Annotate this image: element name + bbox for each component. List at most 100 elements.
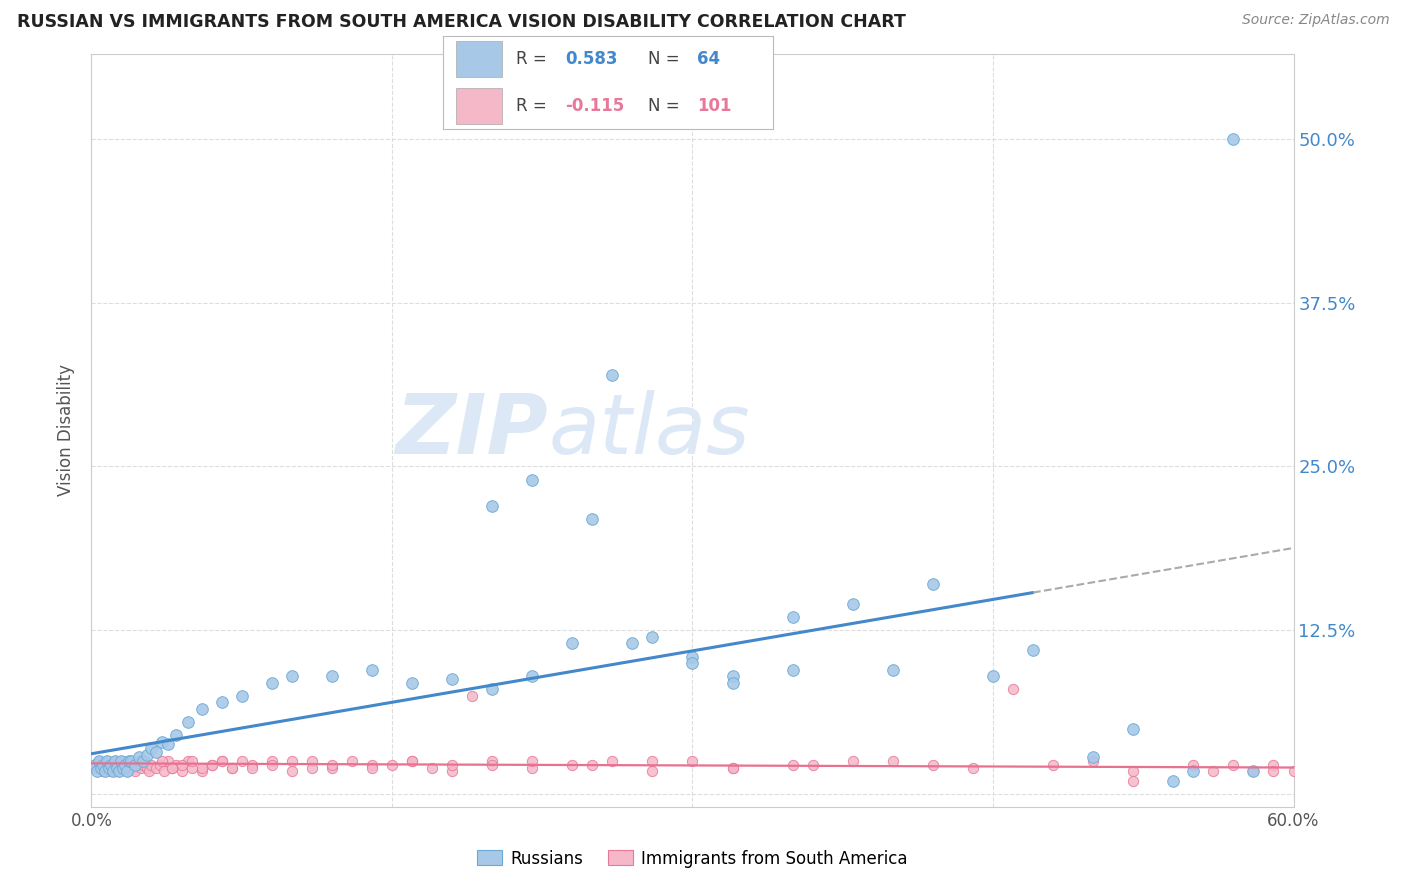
Point [281,755,304,769]
Point [117,764,139,778]
Point [301,755,323,769]
Point [160,761,183,775]
Point [121,755,143,769]
Point [201,758,224,772]
Point [260,675,283,690]
Point [721,669,744,683]
Point [165,758,187,772]
Text: Source: ZipAtlas.com: Source: ZipAtlas.com [1241,13,1389,28]
Point [131,761,153,775]
Text: ZIP: ZIP [395,390,548,471]
Point [190,761,212,775]
Point [281,764,304,778]
Point [180,761,202,775]
Point [1042,758,1064,772]
Point [221,761,243,775]
Point [118,758,141,772]
Point [1001,682,1024,697]
Point [641,630,664,644]
Point [107,761,129,775]
Point [1083,750,1105,764]
Point [481,758,503,772]
Point [360,761,382,775]
Point [150,735,173,749]
Point [84,758,107,772]
Point [180,755,202,769]
Point [190,702,212,716]
Point [165,728,187,742]
Point [602,755,624,769]
Point [1122,722,1144,736]
Text: R =: R = [516,97,551,115]
Point [190,764,212,778]
Point [176,714,198,729]
Point [103,758,125,772]
Text: -0.115: -0.115 [565,97,624,115]
Point [108,764,131,778]
Point [522,669,544,683]
Point [561,758,583,772]
Point [1182,764,1205,778]
Point [782,758,804,772]
Point [841,755,863,769]
Point [145,745,167,759]
Point [134,755,156,769]
Point [420,761,443,775]
Point [481,682,503,697]
Point [107,761,129,775]
Point [103,764,125,778]
Point [360,663,382,677]
Point [122,761,145,775]
Point [114,761,136,775]
Point [98,761,121,775]
Point [401,755,423,769]
Point [401,755,423,769]
Point [721,761,744,775]
Point [93,764,115,778]
Point [882,755,904,769]
Point [801,758,824,772]
Point [84,761,107,775]
Point [922,577,945,591]
Point [782,610,804,624]
Point [104,755,127,769]
Point [1202,764,1225,778]
Point [281,669,304,683]
Point [112,755,135,769]
Bar [456,88,502,124]
Text: RUSSIAN VS IMMIGRANTS FROM SOUTH AMERICA VISION DISABILITY CORRELATION CHART: RUSSIAN VS IMMIGRANTS FROM SOUTH AMERICA… [17,13,905,31]
Point [104,755,127,769]
Point [882,663,904,677]
Point [721,761,744,775]
Point [132,758,155,772]
Point [1282,764,1305,778]
Point [156,755,179,769]
Point [98,761,121,775]
Point [211,695,233,709]
Point [440,672,463,686]
Point [440,758,463,772]
Point [581,758,603,772]
Point [170,764,193,778]
Bar [456,41,502,77]
Point [240,761,263,775]
Point [1263,764,1285,778]
Point [141,758,163,772]
Point [1122,764,1144,778]
Point [160,761,183,775]
Text: 64: 64 [697,50,720,68]
Point [440,764,463,778]
Point [150,755,173,769]
Point [641,755,664,769]
Point [89,755,111,769]
Y-axis label: Vision Disability: Vision Disability [58,365,76,496]
Point [841,597,863,611]
Point [381,758,404,772]
Point [681,656,703,670]
Point [681,649,703,664]
Point [100,764,122,778]
Point [1163,774,1185,789]
Point [1243,764,1265,778]
Legend: Russians, Immigrants from South America: Russians, Immigrants from South America [470,843,915,874]
Point [90,761,112,775]
